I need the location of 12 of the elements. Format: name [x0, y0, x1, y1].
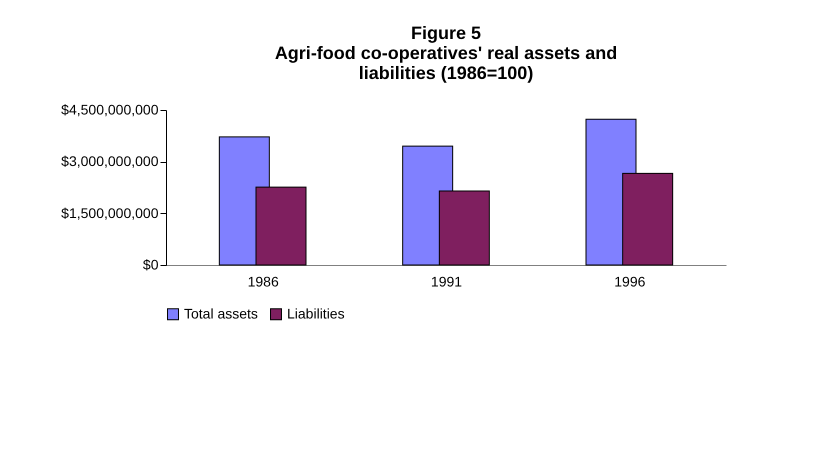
- text: Figure 5: [410, 23, 482, 43]
- x-tick-label: 1996: [614, 274, 646, 290]
- legend-label: Total assets: [184, 305, 258, 322]
- y-tick-label: $1,500,000,000: [61, 204, 159, 221]
- y-tick-label: $3,000,000,000: [61, 153, 159, 170]
- y-tick-label: $4,500,000,000: [61, 102, 159, 118]
- text: liabilities (1986=100): [358, 63, 534, 83]
- x-tick-label: 1986: [248, 274, 279, 290]
- legend-label: Liabilities: [287, 305, 345, 322]
- x-tick-label: 1991: [430, 274, 462, 290]
- text: Agri-food co-operatives' real assets and: [274, 43, 618, 63]
- y-tick-label: $0: [142, 256, 159, 272]
